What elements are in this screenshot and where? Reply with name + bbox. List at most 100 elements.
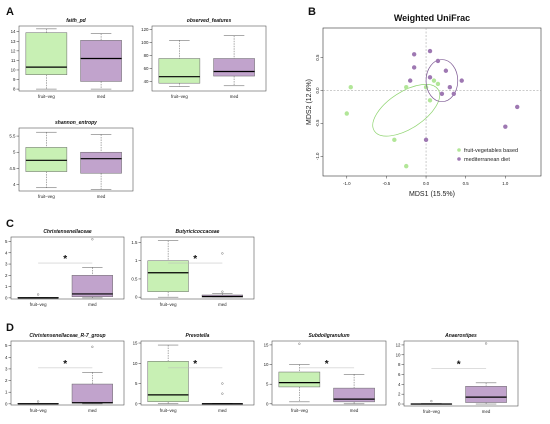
x-tick-label: med (88, 302, 97, 307)
y-tick-label: 8 (398, 362, 401, 367)
panel-letter-a: A (6, 6, 14, 18)
scatter-point-med (439, 91, 445, 96)
x-tick-label: 1.0 (502, 181, 509, 186)
y-tick-label: 10 (396, 352, 401, 357)
outlier-point (430, 399, 433, 403)
box-chart-2: shannon_entropy 4 4.5 5 5.5 fruit–veg med (9, 120, 134, 199)
x-tick-label: med (97, 194, 106, 199)
y-axis-label: MDS2 (12.6%) (306, 79, 313, 125)
scatter-point-fruit-veg (431, 78, 437, 83)
chart-title: Christensenellaceae (43, 229, 92, 235)
scatter-point-fruit-veg (404, 85, 409, 90)
y-tick-label: 4 (5, 250, 8, 255)
significance-star: * (193, 254, 197, 265)
y-tick-label: 4.5 (9, 166, 16, 171)
y-tick-label: 15 (264, 342, 269, 347)
outlier-point (37, 400, 40, 403)
box-chart-6: Prevotella 0 5 10 15 fruit–veg med * (133, 333, 255, 413)
x-tick-label: med (88, 408, 97, 413)
y-tick-label: 11 (11, 58, 16, 63)
scatter-point-fruit-veg (348, 85, 353, 90)
scatter-point-med (451, 91, 456, 96)
y-tick-label: 0 (5, 295, 8, 300)
scatter-title: Weighted UniFrac (394, 13, 470, 23)
legend-label: mediterranean diet (464, 157, 510, 163)
y-tick-label: 6 (398, 372, 401, 377)
outlier-point (221, 392, 224, 395)
panel-letters: A B C D (6, 6, 316, 334)
plot-frame (140, 340, 255, 406)
y-tick-label: 4 (13, 182, 16, 187)
y-tick-label: 0 (5, 401, 8, 406)
scatter-point-fruit-veg (427, 98, 433, 103)
chart-title: Prevotella (186, 333, 210, 339)
outlier-point (91, 238, 94, 241)
y-tick-label: 120 (141, 27, 149, 32)
box-chart-8: Anaerostipes 0 2 4 6 8 10 12 fruit–veg med * (396, 333, 519, 414)
y-tick-label: 40 (144, 79, 149, 84)
y-tick-label: 15 (133, 341, 138, 346)
box-chart-4: Butyricicoccaceae 0 0.5 1 1.5 fruit–veg med * (131, 229, 255, 307)
plot-frame (403, 340, 519, 407)
y-tick-label: -0.5 (315, 119, 320, 127)
y-tick-label: 5 (5, 239, 8, 244)
y-tick-label: 12 (11, 48, 16, 53)
y-tick-label: 4 (398, 382, 401, 387)
x-tick-label: fruit–veg (38, 94, 55, 99)
scatter-point-med (503, 124, 508, 129)
y-tick-label: 1.5 (131, 240, 138, 245)
y-tick-label: 0 (398, 402, 401, 407)
scatter-point-med (427, 75, 433, 80)
scatter-point-med (435, 58, 441, 64)
panel-letter-b: B (308, 6, 316, 18)
significance-star: * (63, 359, 67, 370)
scatter-point-med (515, 104, 520, 110)
scatter-point-med (459, 78, 464, 83)
plot-frame (140, 236, 255, 300)
x-tick-label: 0.0 (423, 181, 430, 186)
box-med (71, 383, 113, 404)
x-tick-label: fruit–veg (30, 302, 47, 307)
x-tick-label: med (218, 408, 227, 413)
confidence-ellipse-med (425, 59, 459, 103)
y-tick-label: 1 (135, 258, 138, 263)
chart-title: Subdoligranulum (308, 333, 350, 339)
x-tick-label: fruit–veg (423, 409, 440, 414)
y-tick-label: 1 (5, 284, 8, 289)
y-tick-label: 0 (135, 401, 138, 406)
mds-scatter-plot: Weighted UniFrac -1.0 -0.5 0.0 0.5 1.0 -1.0 -0.… (306, 13, 542, 198)
significance-star: * (325, 359, 329, 370)
plot-frame (18, 25, 134, 92)
x-tick-label: fruit–veg (30, 408, 47, 413)
box-med (71, 275, 113, 297)
plot-frame (10, 340, 125, 406)
significance-star: * (63, 254, 67, 265)
y-tick-label: 14 (11, 29, 16, 34)
y-tick-label: 13 (11, 39, 16, 44)
y-tick-label: 4 (5, 355, 8, 360)
x-tick-label: med (218, 302, 227, 307)
outlier-point (37, 293, 40, 296)
outlier-point (221, 252, 224, 255)
box-fruit-veg (25, 32, 68, 75)
significance-star: * (457, 359, 461, 370)
box-med (80, 40, 122, 82)
chart-title: observed_features (187, 18, 232, 24)
scatter-point-med (411, 65, 417, 70)
scatter-point-med (427, 48, 433, 54)
y-tick-label: 0.5 (131, 276, 138, 281)
outlier-point (221, 382, 224, 385)
x-tick-label: fruit–veg (171, 94, 188, 99)
box-chart-3: Christensenellaceae 0 1 2 3 4 5 fruit–veg med * (5, 229, 125, 307)
y-tick-label: 9 (13, 77, 16, 82)
x-axis-label: MDS1 (15.5%) (409, 191, 455, 198)
plot-frame (271, 340, 387, 406)
plot-frame (151, 25, 267, 92)
x-tick-label: fruit–veg (160, 302, 177, 307)
y-tick-label: 3 (5, 262, 8, 267)
y-tick-label: 10 (133, 361, 138, 366)
box-chart-7: Subdoligranulum 0 5 10 15 fruit–veg med * (264, 333, 387, 413)
y-tick-label: 3 (5, 366, 8, 371)
